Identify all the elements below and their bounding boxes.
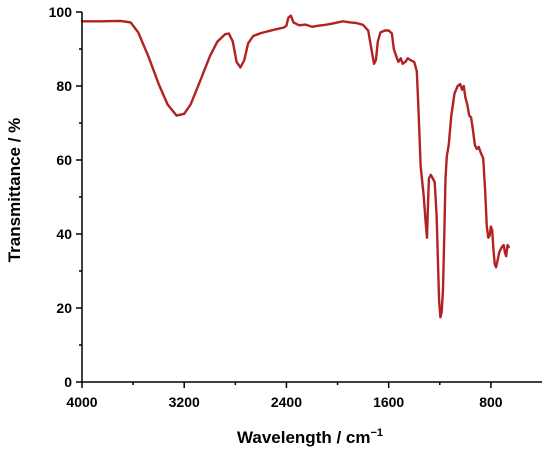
x-tick-label: 3200 [169, 394, 200, 410]
x-tick-label: 800 [479, 394, 503, 410]
x-tick-label: 2400 [271, 394, 302, 410]
series-layer [80, 14, 510, 319]
x-tick-label: 1600 [373, 394, 404, 410]
y-tick-label: 20 [56, 300, 72, 316]
x-tick-label: 4000 [66, 394, 97, 410]
plot-axes-frame [81, 12, 542, 383]
y-tick-label: 80 [56, 78, 72, 94]
y-tick-label: 0 [64, 374, 72, 390]
y-tick-label: 60 [56, 152, 72, 168]
x-axis-label-text: Wavelength / cm [237, 428, 371, 447]
y-axis: 0 20 40 60 80 100 [49, 4, 82, 390]
y-tick-label: 100 [49, 4, 73, 20]
transmittance-series-line [80, 14, 510, 319]
x-axis: 4000 3200 2400 1600 800 [66, 382, 503, 410]
x-axis-label-superscript: −1 [370, 427, 383, 439]
y-tick-label: 40 [56, 226, 72, 242]
x-axis-label: Wavelength / cm−1 [237, 427, 383, 447]
y-axis-label: Transmittance / % [5, 118, 24, 263]
